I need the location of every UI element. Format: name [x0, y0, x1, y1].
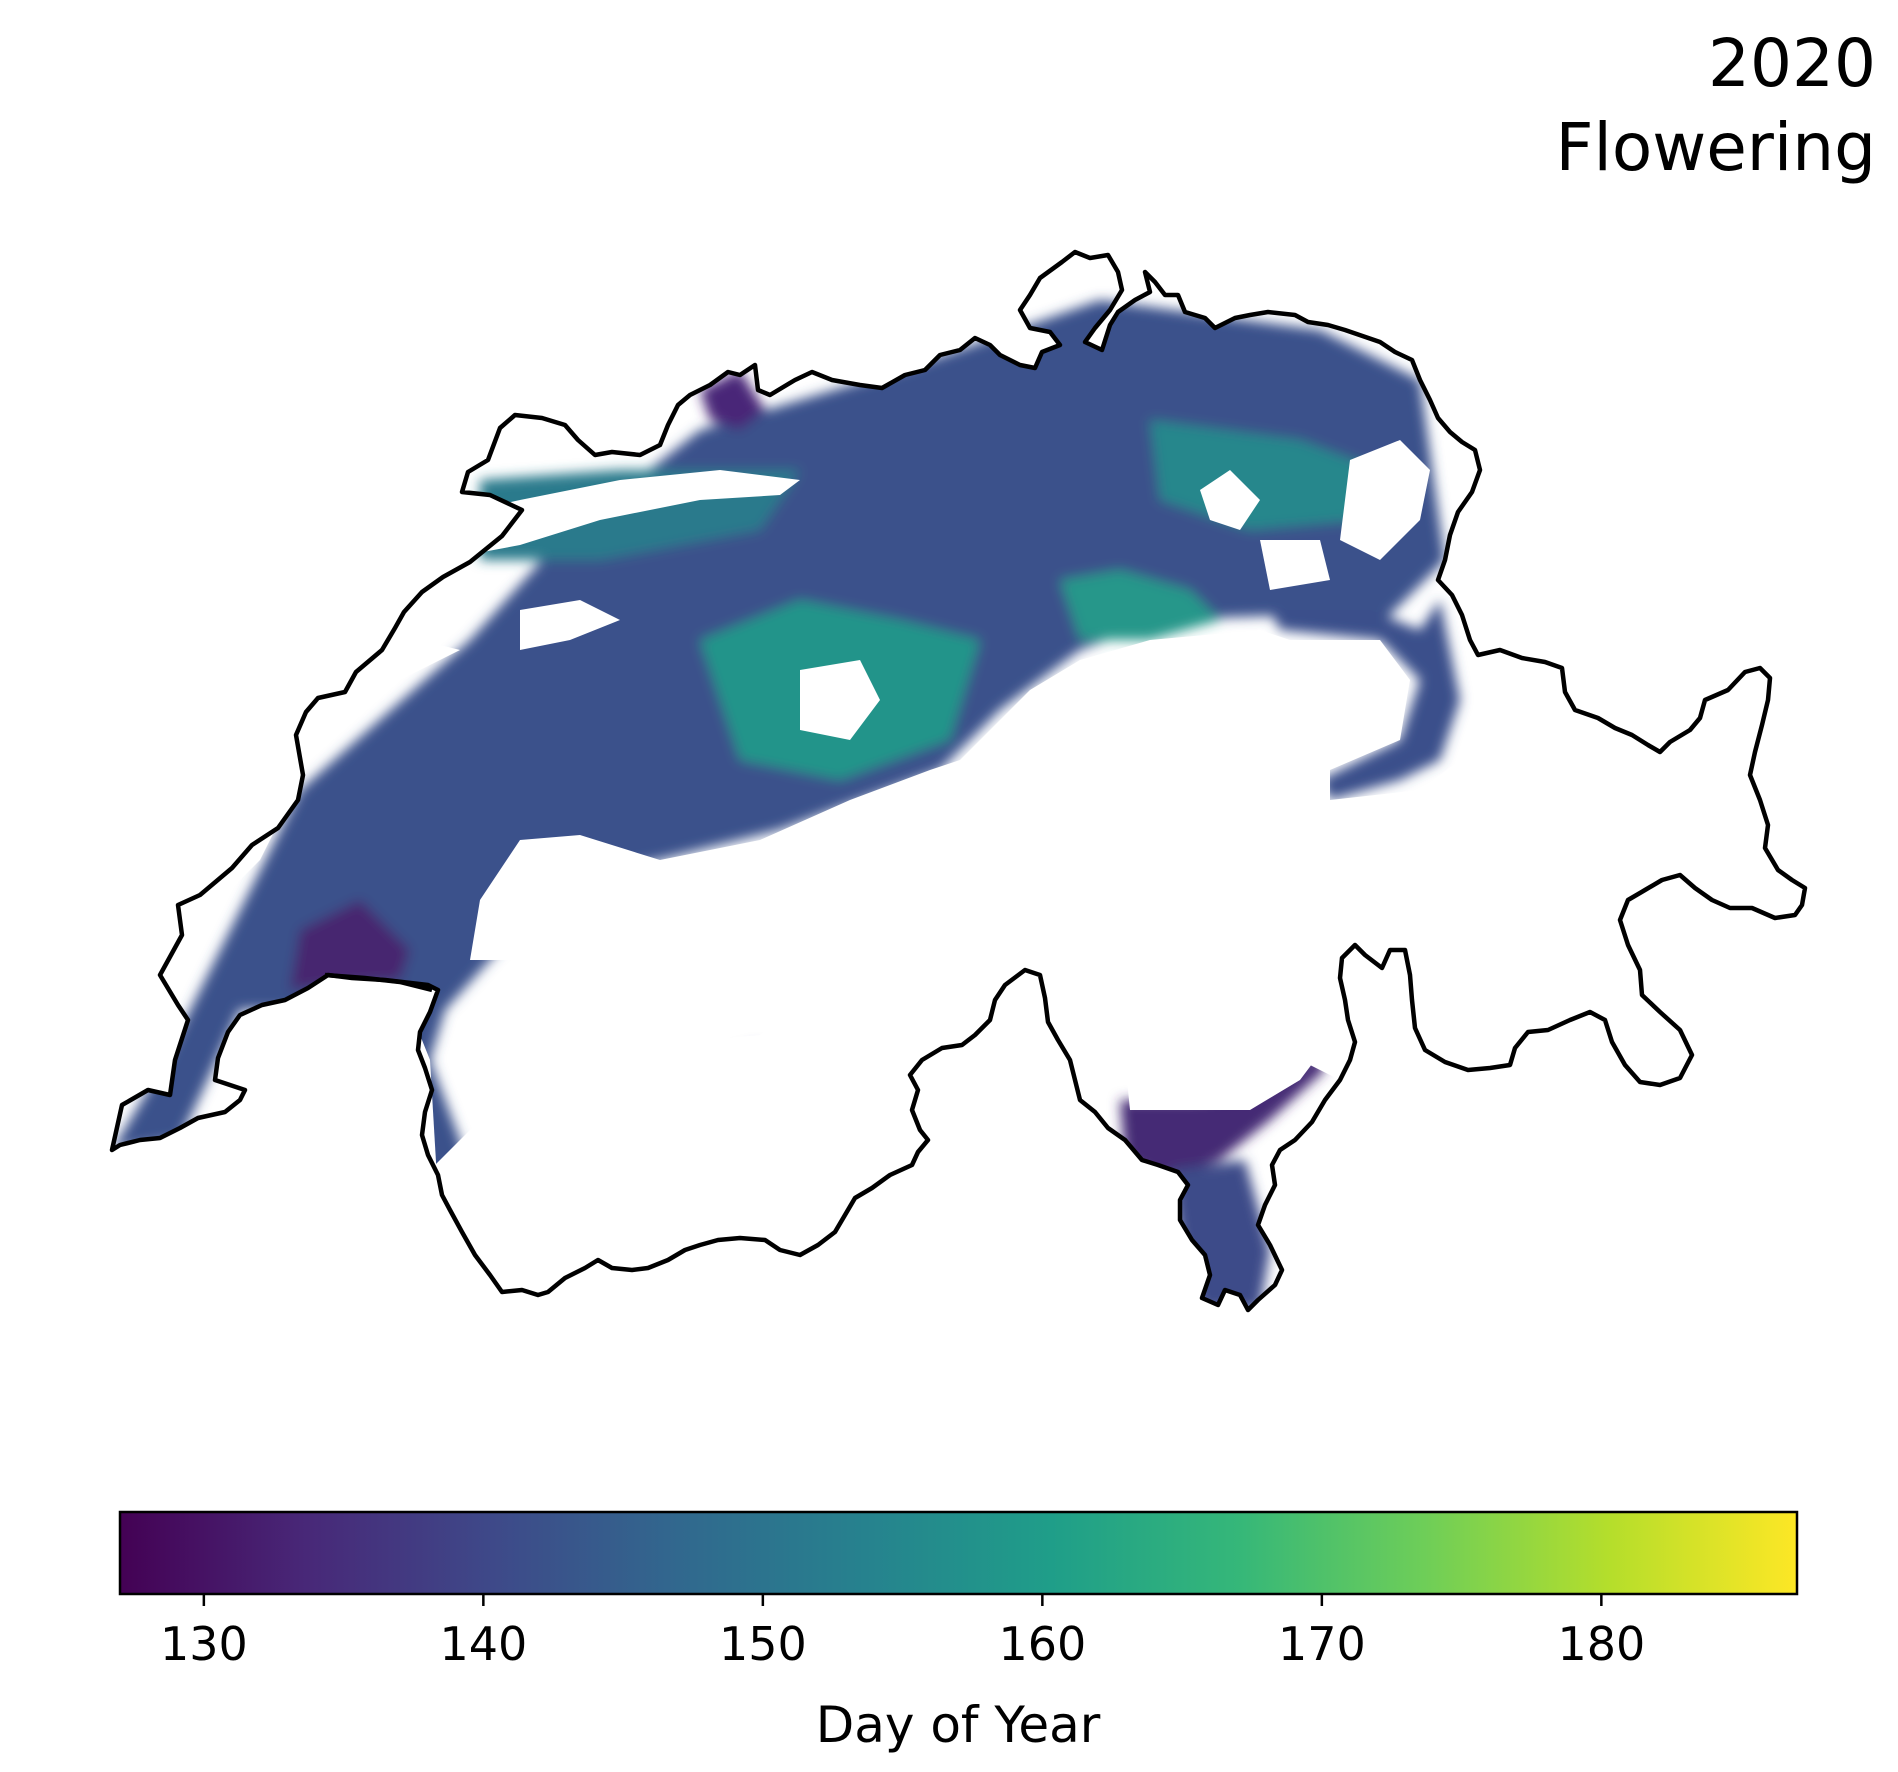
no-data-jura-2 [300, 640, 460, 720]
raster-zone-rhine [1270, 600, 1460, 800]
colorbar-tick-label: 160 [998, 1617, 1086, 1671]
colorbar-gradient [118, 1510, 1799, 1596]
raster-zone-basel [700, 370, 765, 430]
no-data-napf [800, 660, 880, 740]
colorbar-tick-label: 130 [160, 1617, 248, 1671]
no-data-northeast-2 [1260, 540, 1330, 590]
title-year: 2020 [1708, 25, 1876, 102]
title-phase: Flowering [1555, 109, 1876, 186]
colorbar: 130 140 150 160 170 180 Day of Year [118, 1510, 1799, 1754]
colorbar-tick-label: 150 [719, 1617, 807, 1671]
no-data-ticino-north [1125, 960, 1330, 1110]
colorbar-tick-label: 170 [1278, 1617, 1366, 1671]
phenology-raster [112, 252, 1805, 1310]
colorbar-ticks: 130 140 150 160 170 180 [160, 1594, 1645, 1671]
colorbar-label: Day of Year [816, 1696, 1101, 1754]
colorbar-tick-label: 140 [439, 1617, 527, 1671]
no-data-appenzell [1340, 440, 1430, 560]
map-title: 2020 Flowering [1556, 22, 1876, 190]
no-data-jura-1 [430, 470, 800, 560]
no-data-jura-4 [520, 600, 620, 650]
raster-zone-prealps-east [1060, 570, 1220, 640]
lake-geneva-shore [324, 972, 433, 993]
no-data-northeast-1 [1200, 470, 1260, 530]
raster-zone-geneva [290, 900, 410, 990]
colorbar-tick-label: 180 [1557, 1617, 1645, 1671]
